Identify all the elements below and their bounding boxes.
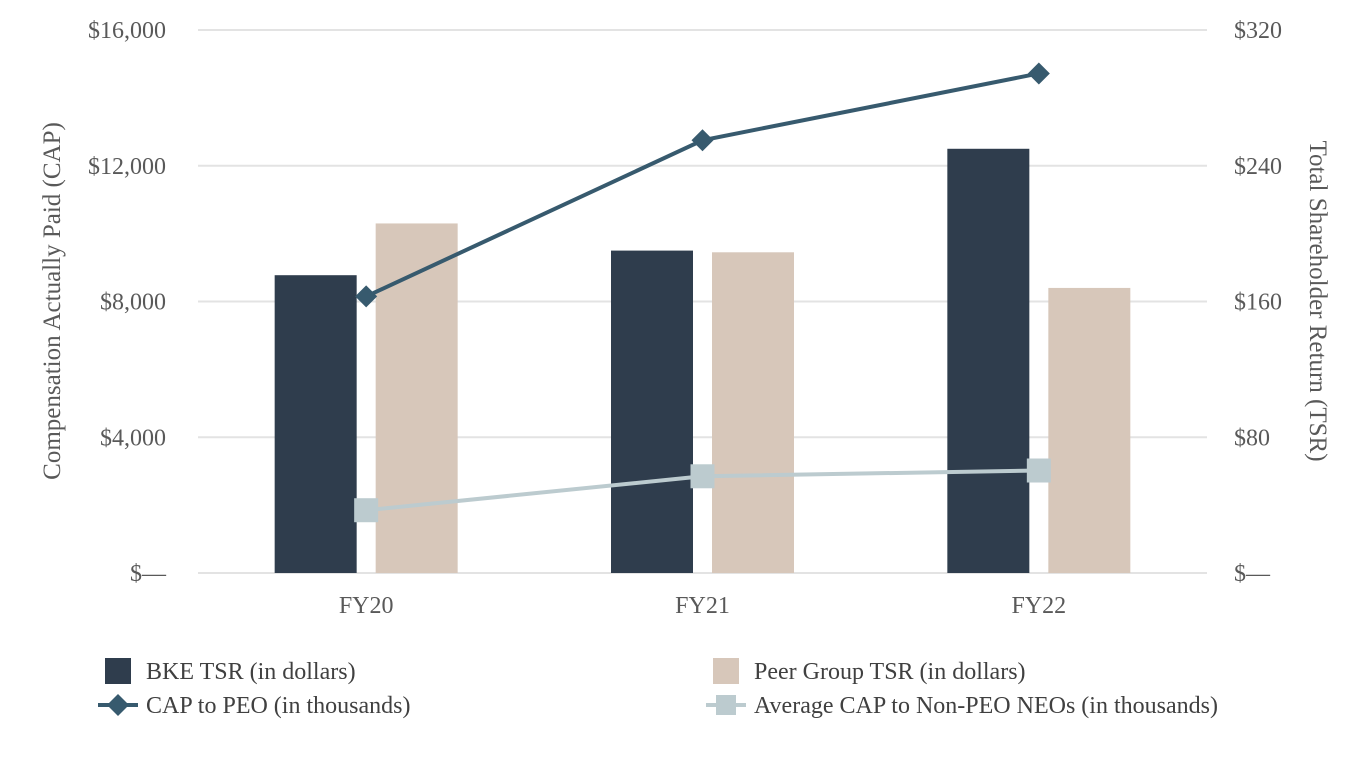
cap-peo-point <box>1027 62 1050 85</box>
lines <box>354 62 1051 523</box>
peer-tsr-bar <box>712 252 794 573</box>
legend-avg-cap-neo-swatch-marker <box>716 695 736 715</box>
x-tick-label: FY21 <box>675 593 730 619</box>
legend-peer-tsr-label: Peer Group TSR (in dollars) <box>754 659 1026 685</box>
right-tick-label: $240 <box>1234 154 1282 180</box>
left-tick-label: $— <box>130 561 167 587</box>
legend-peer-tsr-swatch <box>713 658 739 684</box>
left-tick-label: $12,000 <box>88 154 166 180</box>
right-tick-label: $320 <box>1234 18 1282 44</box>
x-axis-ticks: FY20 FY21 FY22 <box>339 593 1066 619</box>
right-tick-label: $80 <box>1234 425 1270 451</box>
legend: BKE TSR (in dollars) Peer Group TSR (in d… <box>98 658 1218 719</box>
cap-peo-point <box>691 129 714 152</box>
left-tick-label: $16,000 <box>88 18 166 44</box>
right-axis-label: Total Shareholder Return (TSR) <box>1304 140 1331 461</box>
bars <box>274 148 1131 573</box>
bke-tsr-bar <box>274 275 357 573</box>
cap-peo-point <box>355 285 378 308</box>
avg-cap-neo-point <box>690 464 715 489</box>
peer-tsr-bar <box>1048 287 1131 573</box>
right-tick-label: $— <box>1234 561 1271 587</box>
legend-cap-peo-label: CAP to PEO (in thousands) <box>146 693 410 719</box>
legend-cap-peo-swatch-marker <box>107 694 129 716</box>
bke-tsr-bar <box>611 250 693 573</box>
peer-tsr-bar <box>375 223 458 573</box>
left-axis-ticks: $— $4,000 $8,000 $12,000 $16,000 <box>88 18 167 587</box>
x-tick-label: FY20 <box>339 593 394 619</box>
legend-bke-tsr-label: BKE TSR (in dollars) <box>146 659 356 685</box>
legend-avg-cap-neo-label: Average CAP to Non-PEO NEOs (in thousand… <box>754 693 1218 719</box>
avg-cap-neo-point <box>354 498 379 523</box>
right-axis-ticks: $— $80 $160 $240 $320 <box>1234 18 1282 587</box>
avg-cap-neo-point <box>1026 458 1051 483</box>
left-tick-label: $4,000 <box>100 425 166 451</box>
cap-peo-line <box>365 71 1040 299</box>
bke-tsr-bar <box>947 148 1030 573</box>
left-tick-label: $8,000 <box>100 290 166 316</box>
left-axis-label: Compensation Actually Paid (CAP) <box>39 122 66 480</box>
right-tick-label: $160 <box>1234 290 1282 316</box>
x-tick-label: FY22 <box>1011 593 1066 619</box>
legend-bke-tsr-swatch <box>105 658 131 684</box>
